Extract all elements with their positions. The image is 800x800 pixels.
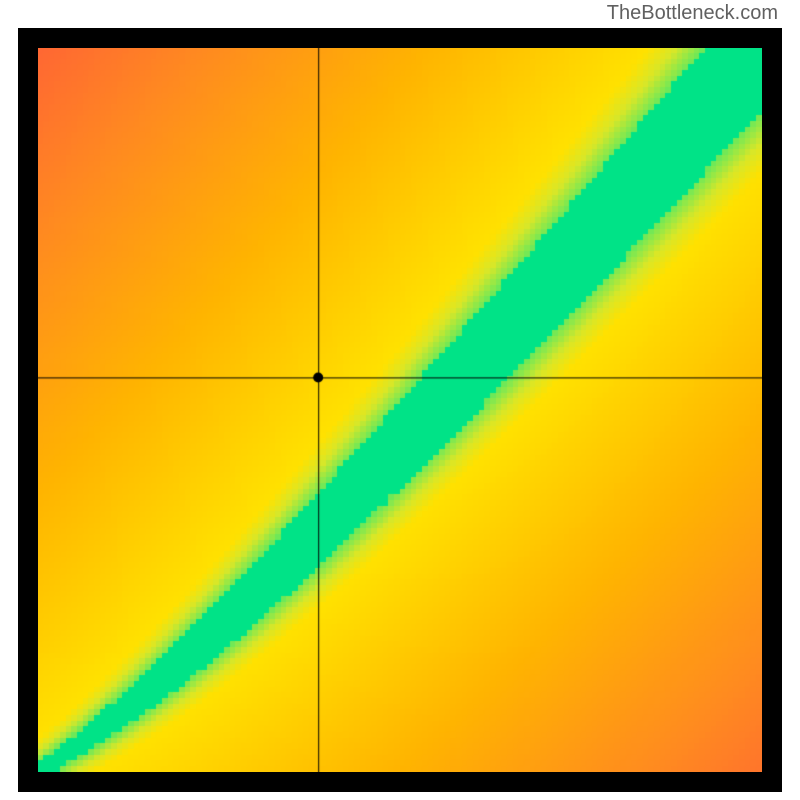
watermark-text: TheBottleneck.com xyxy=(607,2,778,25)
chart-container: TheBottleneck.com xyxy=(0,0,800,800)
bottleneck-heatmap xyxy=(38,48,762,772)
